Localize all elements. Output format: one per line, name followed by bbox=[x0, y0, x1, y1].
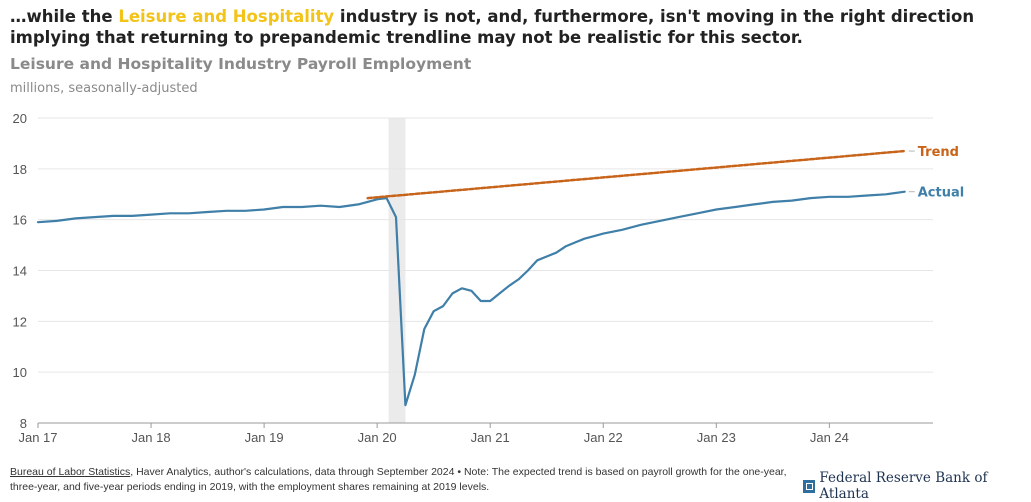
actual-line bbox=[36, 190, 906, 407]
fed-logo[interactable]: Federal Reserve Bank of Atlanta bbox=[803, 470, 1031, 502]
chart-title: Leisure and Hospitality Industry Payroll… bbox=[10, 55, 472, 73]
fed-logo-icon bbox=[803, 479, 816, 493]
trend-line bbox=[366, 149, 906, 200]
logo-text: Federal Reserve Bank of Atlanta bbox=[819, 470, 988, 502]
y-tick-label: 12 bbox=[13, 314, 27, 329]
footer-note: Bureau of Labor Statistics, Haver Analyt… bbox=[10, 465, 800, 495]
x-tick-label: Jan 24 bbox=[810, 430, 849, 445]
x-tick-label: Jan 19 bbox=[245, 430, 284, 445]
x-tick-label: Jan 22 bbox=[584, 430, 623, 445]
series-label: Actual bbox=[918, 186, 964, 201]
chart-subtitle: millions, seasonally-adjusted bbox=[10, 81, 198, 96]
y-tick-label: 16 bbox=[13, 213, 27, 228]
headline-lead: …while the bbox=[10, 7, 119, 26]
x-tick-label: Jan 18 bbox=[132, 430, 171, 445]
footer-text: , Haver Analytics, author's calculations… bbox=[10, 466, 787, 493]
line-chart: 8 10 12 14 16 18 20 Jan 17 Jan 18 Jan 19 Jan 20 Jan… bbox=[13, 111, 965, 445]
x-tick-label: Jan 20 bbox=[358, 430, 397, 445]
x-tick-label: Jan 17 bbox=[18, 430, 57, 445]
x-tick-label: Jan 23 bbox=[697, 430, 736, 445]
y-tick-label: 20 bbox=[13, 111, 27, 126]
source-link[interactable]: Bureau of Labor Statistics bbox=[10, 466, 131, 478]
headline: …while the Leisure and Hospitality indus… bbox=[10, 6, 1020, 48]
x-tick-label: Jan 21 bbox=[471, 430, 510, 445]
y-tick-label: 10 bbox=[13, 365, 27, 380]
series-label: Trend bbox=[918, 145, 959, 160]
headline-rest: industry is not, and, furthermore, isn't… bbox=[10, 7, 975, 47]
y-tick-label: 8 bbox=[20, 416, 27, 431]
headline-highlight: Leisure and Hospitality bbox=[118, 7, 335, 26]
y-tick-label: 18 bbox=[13, 162, 27, 177]
y-tick-label: 14 bbox=[13, 264, 27, 279]
